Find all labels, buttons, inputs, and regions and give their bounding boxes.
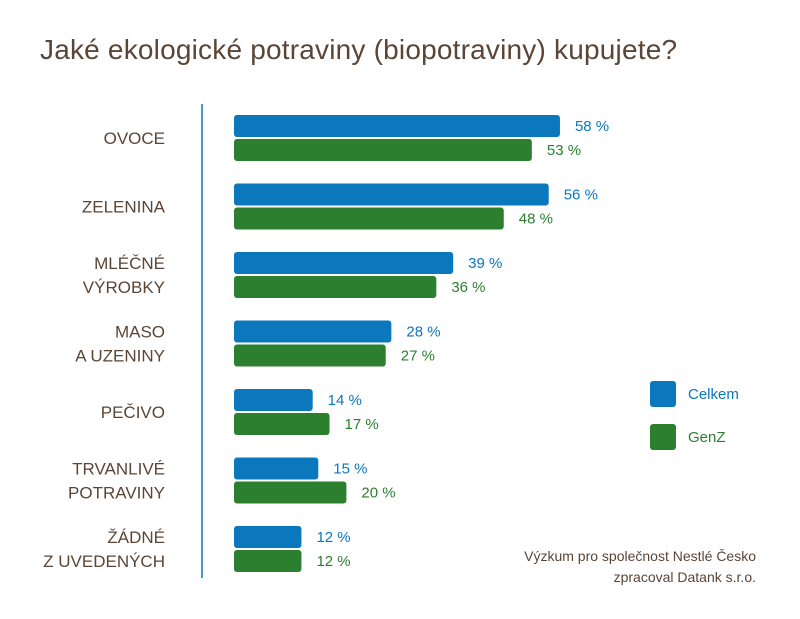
value-label-genz: 53 %: [547, 142, 581, 159]
category-label: POTRAVINY: [68, 484, 165, 503]
bar-genz: [234, 413, 330, 435]
value-label-celkem: 12 %: [316, 529, 350, 546]
source-note-line-1: Výzkum pro společnost Nestlé Česko: [524, 548, 756, 564]
legend-swatch-genz: [650, 424, 676, 450]
legend-swatch-celkem: [650, 381, 676, 407]
value-label-genz: 20 %: [361, 485, 395, 502]
bar-celkem: [234, 115, 560, 137]
legend-label-celkem: Celkem: [688, 386, 739, 403]
source-note-line-2: zpracoval Datank s.r.o.: [613, 569, 756, 585]
bar-celkem: [234, 389, 313, 411]
value-label-genz: 48 %: [519, 211, 553, 228]
value-label-celkem: 56 %: [564, 187, 598, 204]
category-label: TRVANLIVÉ: [72, 460, 165, 479]
bar-celkem: [234, 526, 302, 548]
category-label: VÝROBKY: [83, 278, 165, 297]
value-label-genz: 36 %: [451, 279, 485, 296]
category-label: MASO: [115, 323, 165, 342]
category-label: OVOCE: [104, 129, 165, 148]
bar-genz: [234, 276, 437, 298]
category-label: PEČIVO: [101, 403, 165, 422]
bar-genz: [234, 207, 504, 230]
bar-genz: [234, 550, 302, 572]
bars-layer: OVOCE 58 % 53 % ZELENINA 56 % 48 % MLÉČNÉ VÝROB…: [43, 115, 609, 572]
value-label-celkem: 14 %: [328, 392, 362, 409]
bar-celkem: [234, 252, 454, 274]
legend-label-genz: GenZ: [688, 429, 726, 446]
bar-celkem: [234, 457, 319, 480]
value-label-celkem: 28 %: [406, 324, 440, 341]
bar-celkem: [234, 183, 549, 206]
category-label: ZELENINA: [82, 198, 166, 217]
value-label-genz: 17 %: [345, 416, 379, 433]
category-label: MLÉČNÉ: [94, 254, 165, 273]
category-label: ŽÁDNÉ: [107, 528, 165, 547]
legend: Celkem GenZ: [650, 381, 739, 450]
source-note: Výzkum pro společnost Nestlé Česko zprac…: [524, 546, 756, 588]
chart-title: Jaké ekologické potraviny (biopotraviny)…: [40, 34, 678, 65]
bar-genz: [234, 481, 347, 504]
value-label-celkem: 58 %: [575, 118, 609, 135]
bar-genz: [234, 139, 532, 161]
bar-genz: [234, 344, 386, 367]
category-label: A UZENINY: [75, 347, 165, 366]
value-label-celkem: 15 %: [333, 461, 367, 478]
value-label-genz: 27 %: [401, 348, 435, 365]
bar-celkem: [234, 320, 392, 343]
value-label-genz: 12 %: [316, 553, 350, 570]
value-label-celkem: 39 %: [468, 255, 502, 272]
category-label: Z UVEDENÝCH: [43, 552, 165, 571]
